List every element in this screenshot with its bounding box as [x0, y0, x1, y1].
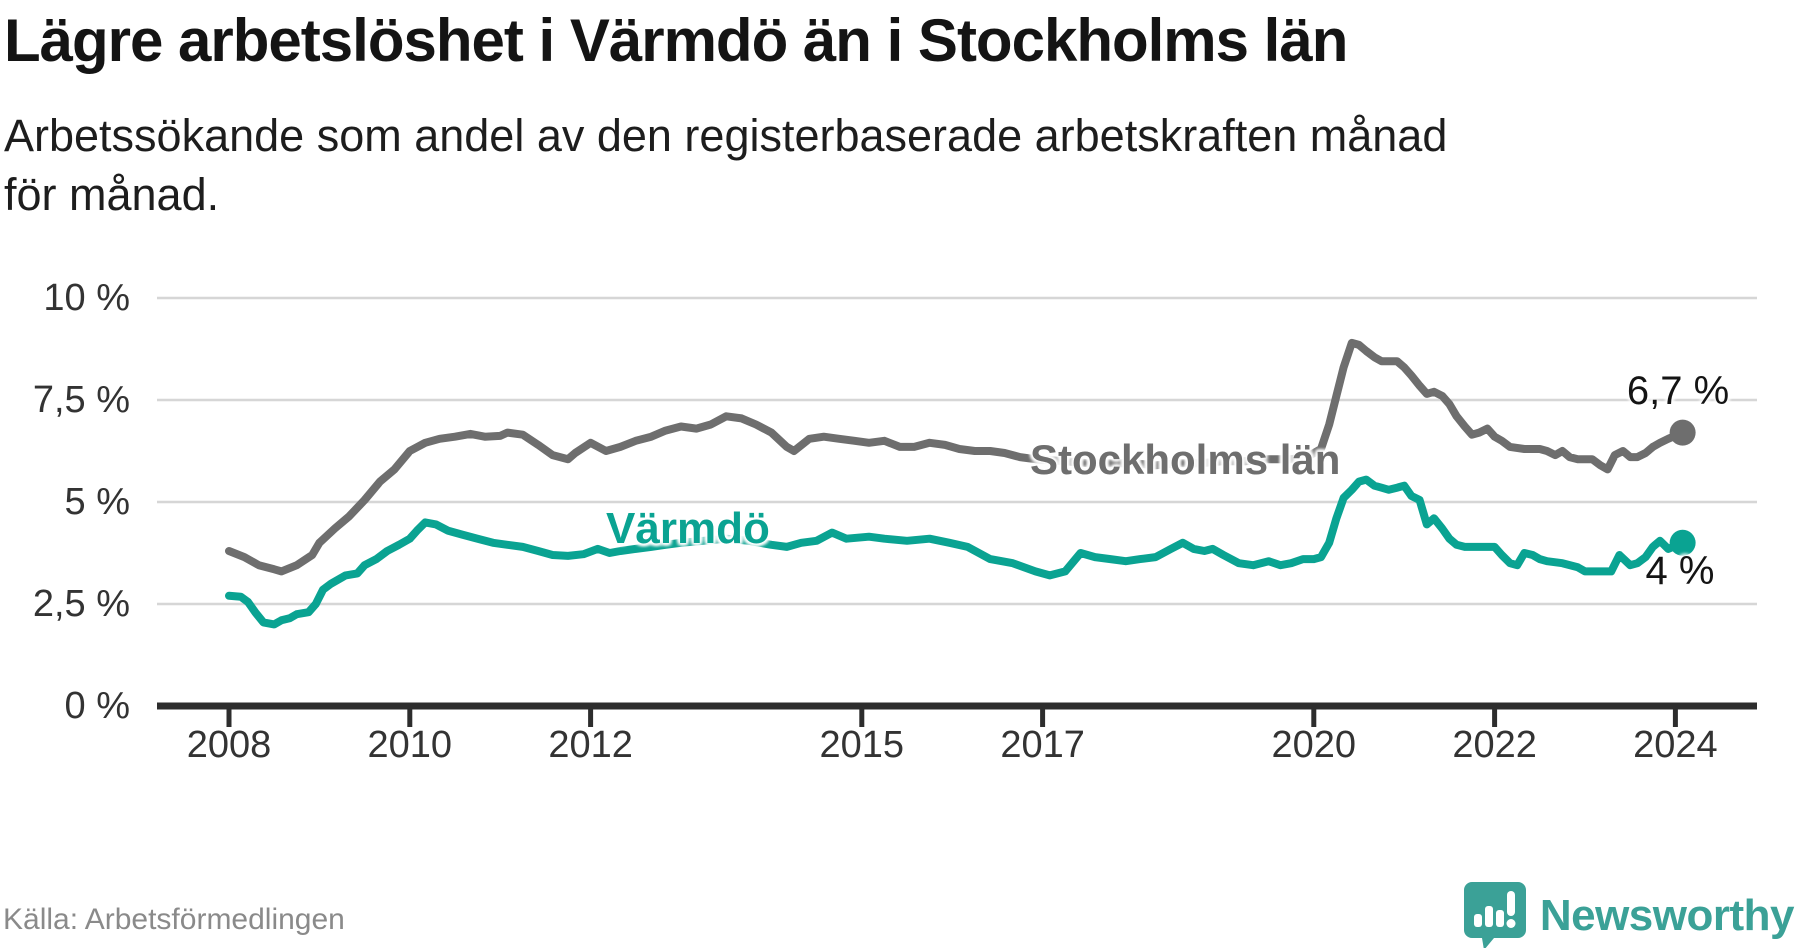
series-line-stockholms-lan [225, 338, 1687, 576]
y-tick-label-5: 5 % [64, 481, 130, 523]
source-note: Källa: Arbetsförmedlingen [3, 903, 345, 936]
x-tick-label-2017: 2017 [1000, 724, 1085, 766]
series-label-stockholms-lan: Stockholms län [1030, 436, 1341, 483]
x-tick-label-2015: 2015 [819, 724, 905, 766]
end-value-label-stockholms-lan: 6,7 % [1626, 369, 1730, 413]
x-tick-label-2020: 2020 [1271, 724, 1357, 766]
brand-name: Newsworthy [1539, 891, 1795, 940]
y-tick-label-0: 0 % [64, 685, 130, 727]
series-end-dot-varmdo [1669, 529, 1696, 556]
x-tick-label-2008: 2008 [186, 724, 272, 766]
y-tick-label-2.5: 2,5 % [32, 583, 130, 625]
end-value-label-varmdo: 4 % [1645, 549, 1715, 593]
brand-lockup: Newsworthy [1463, 880, 1795, 948]
y-tick-label-10: 10 % [43, 277, 130, 319]
series-end-dot-stockholms-lan [1669, 419, 1696, 446]
page-title: Lägre arbetslöshet i Värmdö än i Stockho… [4, 7, 1348, 74]
series-line-varmdo [225, 475, 1687, 629]
x-tick-label-2024: 2024 [1633, 724, 1718, 766]
x-tick-label-2010: 2010 [367, 724, 453, 766]
y-tick-label-7.5: 7,5 % [32, 379, 130, 421]
newsworthy-logo-icon [1463, 882, 1526, 948]
x-tick-label-2012: 2012 [548, 724, 633, 766]
series-label-varmdo: Värmdö [606, 504, 770, 553]
x-tick-label-2022: 2022 [1452, 724, 1537, 766]
chart-subtitle: Arbetssökande som andel av den registerb… [4, 110, 1448, 221]
